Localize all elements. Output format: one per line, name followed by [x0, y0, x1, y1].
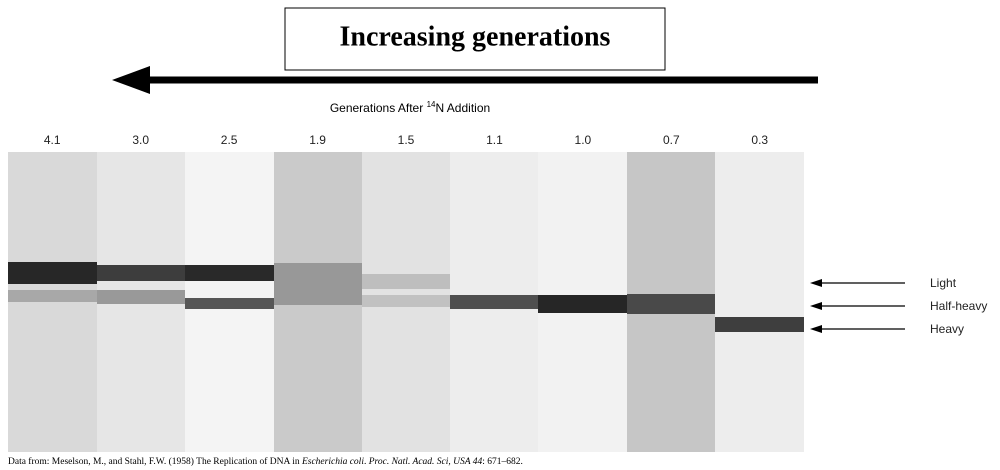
- band-arrows: [810, 279, 905, 333]
- lane-label: 4.1: [44, 133, 61, 147]
- lane-label: 3.0: [132, 133, 149, 147]
- label-arrow-head: [810, 325, 822, 333]
- band: [538, 295, 627, 313]
- citation-species: Escherichia coli: [301, 457, 364, 467]
- band-label: Light: [930, 276, 957, 290]
- lane-label: 1.1: [486, 133, 503, 147]
- lane-label: 1.0: [575, 133, 592, 147]
- lane-labels: 4.1 3.0 2.5 1.9 1.5 1.1 1.0 0.7 0.3: [44, 133, 769, 147]
- band: [8, 262, 97, 284]
- label-arrow-head: [810, 279, 822, 287]
- band: [185, 298, 274, 309]
- axis-title-text: N Addition: [435, 101, 490, 115]
- lane-label: 0.7: [663, 133, 680, 147]
- band: [97, 290, 185, 304]
- lane-label: 1.5: [398, 133, 415, 147]
- band: [362, 274, 450, 289]
- figure: Increasing generations Generations After…: [0, 0, 1000, 470]
- band: [8, 290, 97, 302]
- band-label: Heavy: [930, 322, 964, 336]
- axis-title-text: Generations After: [330, 101, 427, 115]
- band: [97, 265, 185, 281]
- band: [450, 295, 538, 309]
- lane-label: 2.5: [221, 133, 238, 147]
- band: [274, 263, 362, 305]
- citation-text: : 671–682.: [482, 457, 523, 467]
- gel: [8, 152, 804, 452]
- lane-label: 0.3: [751, 133, 768, 147]
- label-arrow-head: [810, 302, 822, 310]
- arrow-head: [112, 66, 150, 94]
- lane-label: 1.9: [309, 133, 326, 147]
- band: [362, 295, 450, 307]
- axis-title: Generations After 14N Addition: [330, 100, 490, 115]
- band-label: Half-heavy: [930, 299, 987, 313]
- header-title: Increasing generations: [340, 21, 611, 52]
- band: [627, 294, 715, 314]
- citation-text: Data from: Meselson, M., and Stahl, F.W.…: [8, 456, 302, 467]
- band: [715, 317, 804, 332]
- citation-journal: Proc. Natl. Acad. Sci, USA 44: [368, 457, 483, 467]
- lane: [715, 152, 804, 452]
- band: [185, 265, 274, 281]
- citation: Data from: Meselson, M., and Stahl, F.W.…: [8, 456, 523, 467]
